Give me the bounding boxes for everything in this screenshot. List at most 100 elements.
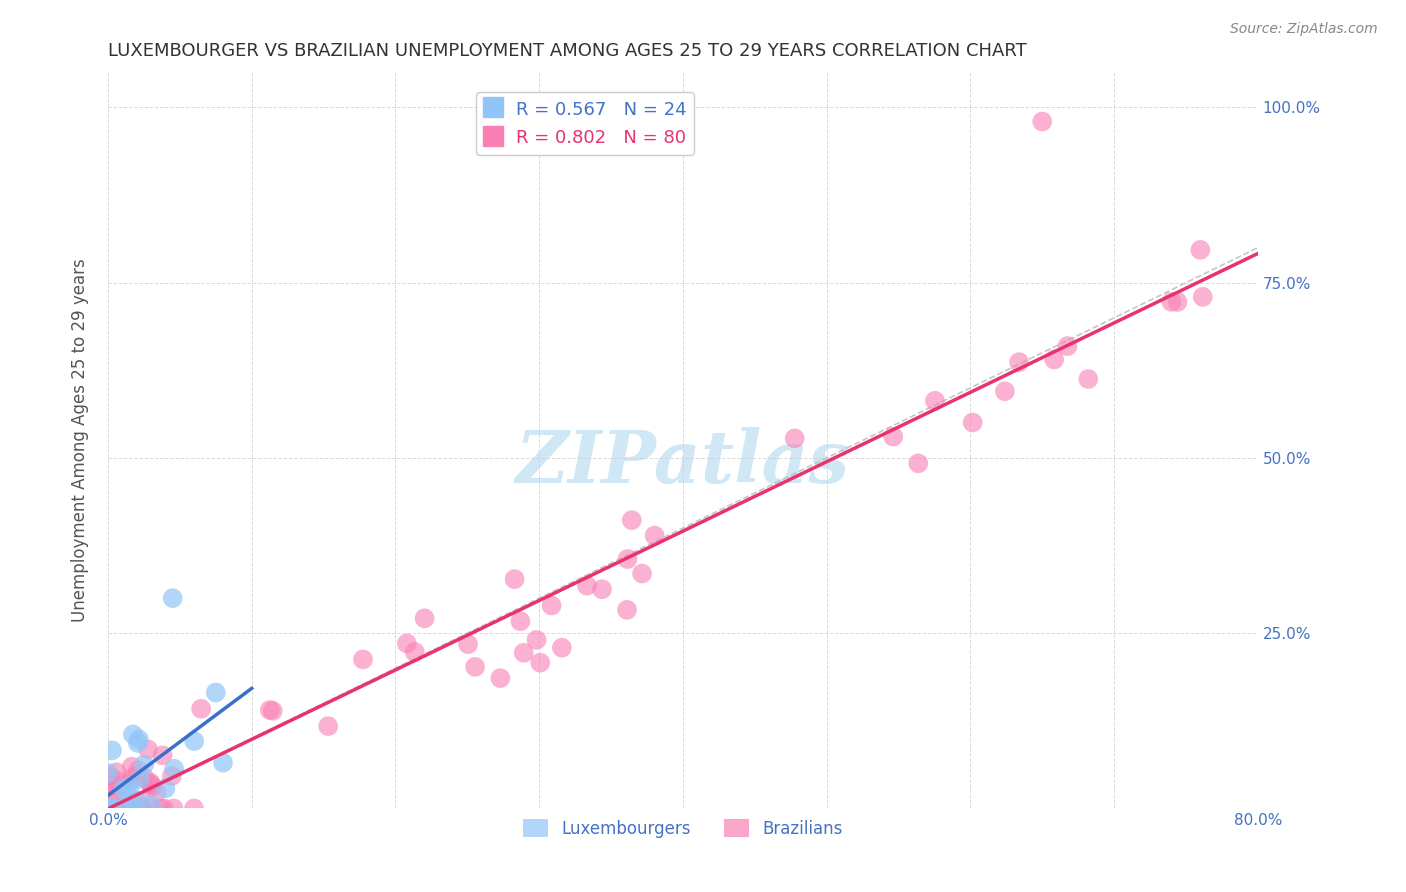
Point — [489, 671, 512, 685]
Point — [540, 599, 562, 613]
Point — [141, 780, 163, 794]
Point — [128, 772, 150, 786]
Point — [529, 656, 551, 670]
Point — [160, 769, 183, 783]
Point — [108, 801, 131, 815]
Point — [994, 384, 1017, 399]
Point — [105, 765, 128, 780]
Point — [162, 801, 184, 815]
Point — [101, 743, 124, 757]
Point — [1077, 372, 1099, 386]
Point — [1166, 294, 1188, 309]
Point — [509, 614, 531, 628]
Point — [1031, 114, 1053, 128]
Point — [783, 431, 806, 445]
Point — [125, 794, 148, 808]
Point — [112, 781, 135, 796]
Text: ZIPatlas: ZIPatlas — [516, 427, 851, 498]
Point — [105, 793, 128, 807]
Point — [103, 801, 125, 815]
Point — [127, 764, 149, 778]
Point — [97, 766, 120, 780]
Point — [125, 801, 148, 815]
Point — [183, 801, 205, 815]
Point — [117, 801, 139, 815]
Point — [183, 734, 205, 748]
Point — [97, 801, 120, 815]
Point — [114, 801, 136, 815]
Point — [117, 789, 139, 804]
Point — [105, 779, 128, 793]
Point — [98, 769, 121, 783]
Point — [124, 801, 146, 815]
Text: Source: ZipAtlas.com: Source: ZipAtlas.com — [1230, 22, 1378, 37]
Point — [103, 801, 125, 815]
Point — [212, 756, 235, 770]
Point — [464, 660, 486, 674]
Point — [121, 760, 143, 774]
Point — [139, 775, 162, 789]
Point — [551, 640, 574, 655]
Point — [117, 801, 139, 815]
Y-axis label: Unemployment Among Ages 25 to 29 years: Unemployment Among Ages 25 to 29 years — [72, 259, 89, 623]
Point — [190, 702, 212, 716]
Point — [620, 513, 643, 527]
Point — [118, 801, 141, 815]
Point — [262, 704, 284, 718]
Point — [132, 757, 155, 772]
Point — [98, 801, 121, 815]
Point — [104, 801, 127, 815]
Point — [575, 579, 598, 593]
Point — [103, 786, 125, 800]
Point — [122, 727, 145, 741]
Point — [98, 801, 121, 815]
Point — [503, 572, 526, 586]
Point — [1043, 352, 1066, 367]
Point — [352, 652, 374, 666]
Point — [395, 636, 418, 650]
Point — [457, 637, 479, 651]
Point — [204, 685, 226, 699]
Point — [907, 456, 929, 470]
Point — [139, 797, 162, 812]
Point — [111, 801, 134, 815]
Point — [155, 781, 177, 796]
Point — [1160, 294, 1182, 309]
Point — [136, 742, 159, 756]
Point — [152, 748, 174, 763]
Point — [259, 703, 281, 717]
Point — [149, 801, 172, 815]
Point — [404, 645, 426, 659]
Point — [117, 777, 139, 791]
Point — [153, 801, 176, 815]
Legend: Luxembourgers, Brazilians: Luxembourgers, Brazilians — [516, 813, 849, 844]
Point — [128, 794, 150, 808]
Point — [128, 732, 150, 747]
Point — [882, 430, 904, 444]
Point — [962, 416, 984, 430]
Point — [127, 736, 149, 750]
Point — [122, 770, 145, 784]
Point — [115, 801, 138, 815]
Point — [1191, 290, 1213, 304]
Point — [145, 785, 167, 799]
Point — [118, 780, 141, 795]
Point — [163, 762, 186, 776]
Point — [631, 566, 654, 581]
Point — [924, 393, 946, 408]
Point — [513, 646, 536, 660]
Point — [591, 582, 613, 597]
Point — [107, 774, 129, 789]
Point — [129, 801, 152, 815]
Point — [1008, 355, 1031, 369]
Point — [616, 603, 638, 617]
Point — [413, 611, 436, 625]
Point — [134, 771, 156, 785]
Point — [111, 801, 134, 815]
Point — [131, 800, 153, 814]
Point — [98, 780, 121, 794]
Point — [644, 528, 666, 542]
Point — [105, 801, 128, 815]
Point — [1056, 339, 1078, 353]
Point — [316, 719, 339, 733]
